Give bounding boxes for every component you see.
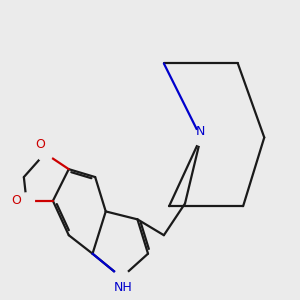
Circle shape xyxy=(37,146,53,161)
Text: N: N xyxy=(196,125,206,138)
Text: O: O xyxy=(12,194,22,207)
Circle shape xyxy=(19,193,34,209)
Text: O: O xyxy=(35,138,45,151)
Circle shape xyxy=(193,130,209,146)
Circle shape xyxy=(114,269,130,285)
Text: NH: NH xyxy=(114,281,133,294)
